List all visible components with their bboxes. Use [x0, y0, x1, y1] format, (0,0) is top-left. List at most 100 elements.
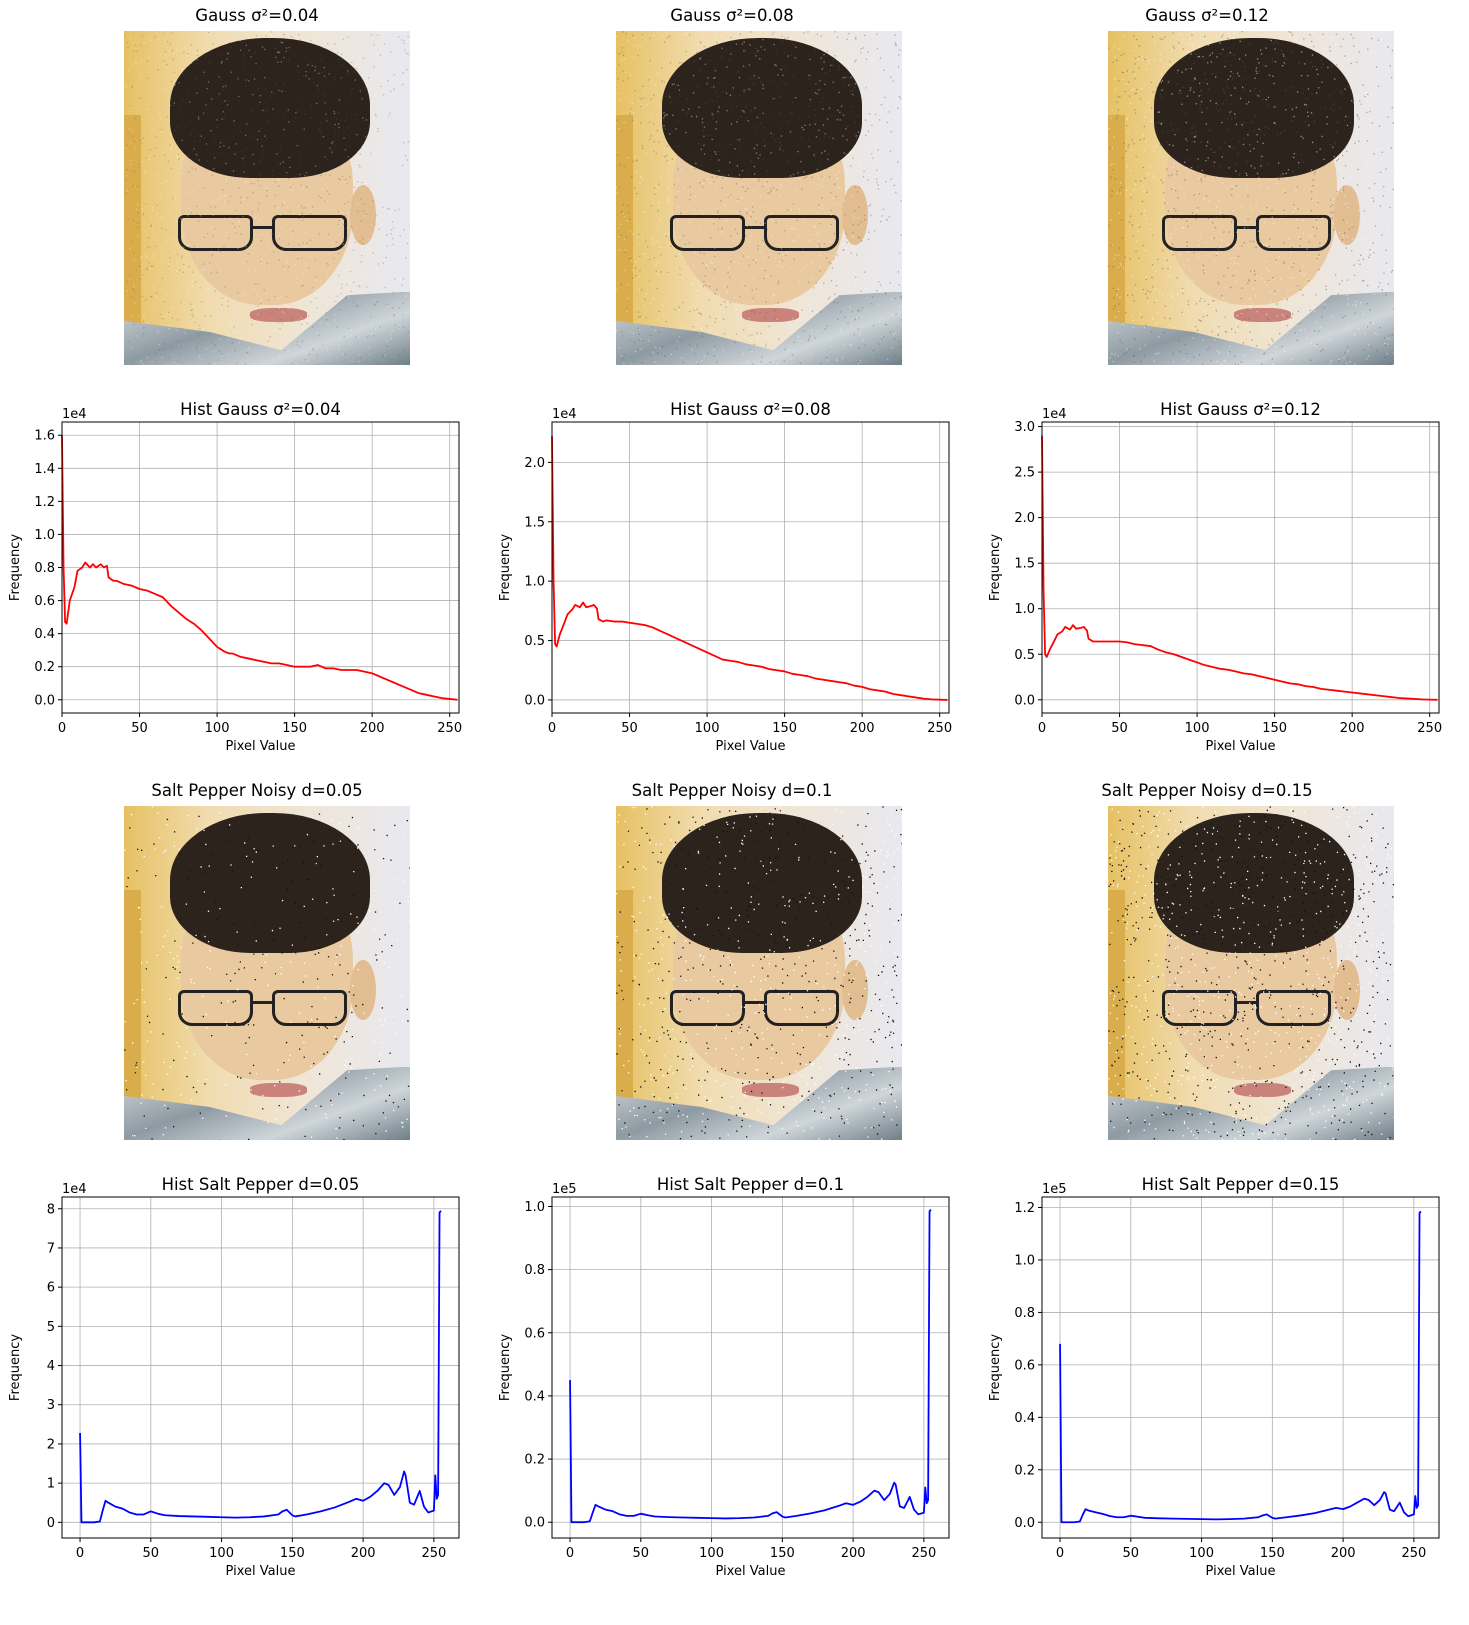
axis-offset-text: 1e4 — [62, 407, 87, 422]
y-tick-label: 8 — [47, 1202, 55, 1217]
x-tick-label: 100 — [695, 721, 720, 736]
chart-title: Hist Gauss σ²=0.08 — [670, 400, 831, 419]
y-tick-label: 2.0 — [1014, 511, 1035, 526]
data-line — [1041, 435, 1438, 701]
x-tick-label: 50 — [131, 721, 148, 736]
x-tick-label: 200 — [1331, 1546, 1356, 1561]
x-tick-label: 150 — [282, 721, 307, 736]
y-tick-label: 2.0 — [524, 456, 545, 471]
y-tick-label: 1.0 — [1014, 602, 1035, 617]
y-axis-label: Frequency — [498, 1334, 513, 1401]
y-tick-label: 3 — [47, 1398, 55, 1413]
portrait-image — [124, 806, 410, 1140]
axis-offset-text: 1e4 — [1042, 407, 1067, 422]
y-tick-label: 1.6 — [34, 429, 55, 444]
axes-frame — [551, 1196, 950, 1539]
x-tick-label: 50 — [1123, 1546, 1140, 1561]
x-tick-label: 50 — [143, 1546, 160, 1561]
y-tick-label: 2 — [47, 1437, 55, 1452]
y-tick-label: 1.0 — [34, 528, 55, 543]
x-tick-label: 250 — [911, 1546, 936, 1561]
y-tick-label: 0 — [47, 1516, 55, 1531]
x-tick-label: 50 — [621, 721, 638, 736]
y-tick-label: 1.2 — [34, 495, 55, 510]
y-tick-label: 0.8 — [34, 561, 55, 576]
y-tick-label: 0.6 — [524, 1326, 545, 1341]
photo-ear — [349, 959, 376, 1020]
photo-title: Salt Pepper Noisy d=0.1 — [631, 781, 833, 800]
x-tick-label: 0 — [548, 721, 556, 736]
chart-title: Hist Salt Pepper d=0.1 — [657, 1175, 844, 1194]
photo-title: Gauss σ²=0.08 — [670, 6, 794, 25]
axis-offset-text: 1e4 — [62, 1182, 87, 1197]
y-tick-label: 0.0 — [1014, 1516, 1035, 1531]
photo-wall — [124, 889, 142, 1140]
y-tick-label: 0.4 — [524, 1389, 545, 1404]
axis-offset-text: 1e5 — [552, 1182, 577, 1197]
y-tick-label: 0.2 — [1014, 1463, 1035, 1478]
y-tick-label: 3.0 — [1014, 420, 1035, 435]
y-axis-label: Frequency — [8, 1334, 23, 1401]
x-tick-label: 100 — [699, 1546, 724, 1561]
y-tick-label: 0.0 — [524, 1516, 545, 1531]
photo-glasses — [670, 989, 853, 1027]
y-tick-label: 0.2 — [524, 1453, 545, 1468]
data-line — [1059, 1210, 1422, 1524]
photo-wall — [1108, 889, 1126, 1140]
y-tick-label: 1.4 — [34, 462, 55, 477]
x-tick-label: 200 — [1340, 721, 1365, 736]
axis-offset-text: 1e5 — [1042, 1182, 1067, 1197]
x-axis-label: Pixel Value — [1206, 739, 1276, 754]
y-tick-label: 0.6 — [1014, 1358, 1035, 1373]
y-tick-label: 0.0 — [34, 693, 55, 708]
x-tick-label: 0 — [566, 1546, 574, 1561]
y-tick-label: 5 — [47, 1320, 55, 1335]
x-tick-label: 150 — [772, 721, 797, 736]
photo-ear — [841, 959, 868, 1020]
y-tick-label: 1.5 — [524, 515, 545, 530]
photo-mouth — [741, 1083, 800, 1097]
x-tick-label: 200 — [850, 721, 875, 736]
x-tick-label: 50 — [1111, 721, 1128, 736]
histogram-chart: 0 50 100 150 200 250 0.0 0.2 0.4 0.6 0.8 1.0 1.2 1e5 H… — [988, 1175, 1440, 1579]
portrait-image — [616, 31, 902, 365]
y-tick-label: 1.0 — [524, 1200, 545, 1215]
y-tick-label: 2.5 — [1014, 466, 1035, 481]
x-tick-label: 200 — [841, 1546, 866, 1561]
portrait-image — [616, 806, 902, 1140]
photo-title: Salt Pepper Noisy d=0.05 — [151, 781, 363, 800]
photo-wall — [616, 114, 634, 365]
y-axis-label: Frequency — [988, 534, 1003, 601]
x-tick-label: 150 — [280, 1546, 305, 1561]
x-tick-label: 100 — [1189, 1546, 1214, 1561]
photo-title: Gauss σ²=0.04 — [195, 6, 319, 25]
y-tick-label: 0.2 — [34, 660, 55, 675]
y-tick-label: 0.6 — [34, 594, 55, 609]
chart-title: Hist Gauss σ²=0.04 — [180, 400, 341, 419]
photo-noise — [124, 806, 410, 1140]
x-tick-label: 250 — [927, 721, 952, 736]
data-line — [61, 435, 458, 701]
y-tick-label: 0.4 — [34, 627, 55, 642]
y-tick-label: 0.0 — [1014, 693, 1035, 708]
photo-glasses — [178, 989, 361, 1027]
photo-noise — [1108, 31, 1394, 365]
photo-hair — [1153, 37, 1354, 178]
y-tick-label: 0.5 — [524, 634, 545, 649]
photo-noise — [1108, 806, 1394, 1140]
y-axis-label: Frequency — [498, 534, 513, 601]
photo-mouth — [249, 1083, 308, 1097]
y-tick-label: 1.5 — [1014, 557, 1035, 572]
photo-glasses — [1162, 989, 1345, 1027]
y-tick-label: 0.4 — [1014, 1411, 1035, 1426]
x-tick-label: 150 — [1260, 1546, 1285, 1561]
chart-title: Hist Salt Pepper d=0.05 — [162, 1175, 360, 1194]
photo-hair — [661, 812, 862, 953]
y-axis-label: Frequency — [8, 534, 23, 601]
y-tick-label: 0.8 — [524, 1263, 545, 1278]
histogram-chart: 0 50 100 150 200 250 0 1 2 3 4 5 6 7 8 1e4 Hist Salt Pep… — [8, 1175, 460, 1579]
x-tick-label: 150 — [1262, 721, 1287, 736]
photo-mouth — [1233, 1083, 1292, 1097]
x-tick-label: 250 — [421, 1546, 446, 1561]
photo-mouth — [249, 308, 308, 322]
